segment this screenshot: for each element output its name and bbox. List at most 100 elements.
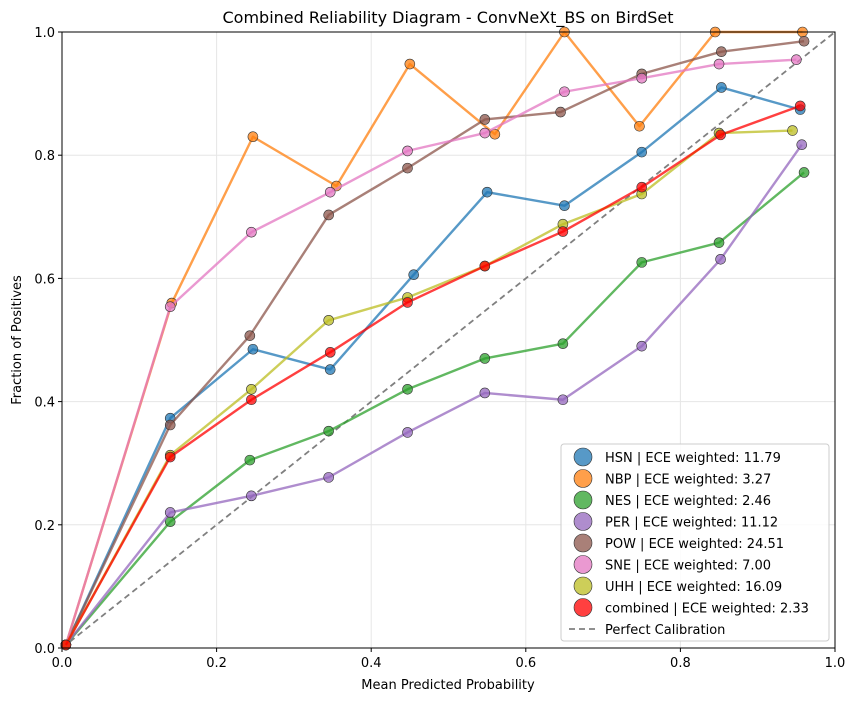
series-line-sne — [64, 58, 797, 646]
series-combined — [60, 100, 806, 651]
legend-marker — [573, 598, 593, 617]
x-tick-label: 0.6 — [515, 656, 536, 671]
data-point-combined — [402, 297, 413, 308]
legend-label: NBP | ECE weighted: 3.27 — [605, 473, 771, 488]
data-point-combined — [794, 100, 806, 112]
data-point-nes — [323, 425, 334, 437]
legend-marker — [573, 512, 593, 531]
data-point-pow — [244, 330, 256, 341]
data-point-per — [715, 254, 726, 265]
data-point-hsn — [247, 343, 259, 355]
data-point-pow — [798, 35, 810, 47]
chart-title: Combined Reliability Diagram - ConvNeXt_… — [223, 8, 674, 28]
legend-label: SNE | ECE weighted: 7.00 — [605, 559, 771, 574]
data-point-hsn — [716, 82, 727, 93]
data-point-pow — [164, 419, 176, 431]
data-point-per — [402, 427, 413, 438]
plot-area-frame — [61, 31, 836, 649]
legend-label: POW | ECE weighted: 24.51 — [605, 537, 784, 552]
data-point-combined — [60, 639, 72, 651]
data-point-uhh — [787, 125, 798, 136]
y-tick-label: 0.8 — [34, 149, 55, 164]
legend-label: HSN | ECE weighted: 11.79 — [605, 451, 781, 466]
x-tick-label: 0.8 — [670, 656, 691, 671]
x-tick-label: 0.2 — [206, 656, 227, 671]
legend-label: PER | ECE weighted: 11.12 — [605, 516, 778, 531]
data-point-nes — [402, 383, 413, 395]
data-point-per — [246, 490, 257, 502]
data-point-nes — [479, 353, 491, 364]
data-point-combined — [324, 347, 336, 358]
legend-marker — [573, 555, 593, 574]
series-line-nes — [64, 171, 805, 646]
perfect-calibration-line — [61, 31, 836, 649]
legend-marker — [573, 490, 593, 510]
data-point-per — [636, 340, 648, 352]
data-point-nes — [713, 237, 725, 248]
data-point-sne — [713, 58, 725, 70]
data-point-uhh — [323, 314, 334, 326]
data-point-nes — [557, 338, 569, 349]
data-point-nes — [636, 257, 648, 268]
legend-box — [560, 443, 830, 642]
data-point-sne — [559, 86, 570, 98]
legend-label: Perfect Calibration — [605, 623, 725, 638]
data-point-hsn — [636, 146, 648, 158]
x-tick-label: 1.0 — [825, 656, 846, 671]
data-point-nbp — [247, 131, 259, 143]
data-point-per — [479, 387, 491, 399]
data-point-hsn — [481, 186, 493, 198]
legend-label: NES | ECE weighted: 2.46 — [605, 494, 771, 509]
data-point-pow — [479, 114, 491, 125]
legend-marker — [573, 533, 593, 553]
series-line-combined — [64, 104, 801, 646]
data-point-per — [323, 472, 334, 483]
data-point-sne — [164, 301, 176, 313]
y-tick-label: 0.2 — [34, 519, 55, 534]
series-nes — [60, 167, 810, 651]
data-point-per — [796, 139, 808, 151]
data-point-sne — [636, 72, 648, 84]
series-line-uhh — [64, 129, 793, 646]
data-point-per — [557, 394, 569, 406]
data-point-sne — [324, 186, 336, 198]
data-point-sne — [402, 145, 413, 157]
data-point-sne — [246, 226, 257, 238]
y-axis-label: Fraction of Positives — [10, 275, 25, 405]
data-point-pow — [323, 209, 334, 221]
data-point-nbp — [404, 58, 416, 70]
legend-marker — [573, 469, 593, 488]
series-line-per — [64, 144, 803, 646]
legend-label: combined | ECE weighted: 2.33 — [605, 602, 809, 617]
y-tick-label: 0.6 — [34, 272, 55, 287]
legend-marker — [573, 447, 593, 467]
data-point-hsn — [559, 200, 570, 212]
data-point-nes — [244, 454, 256, 466]
data-point-nes — [798, 167, 810, 178]
data-point-hsn — [408, 269, 420, 281]
data-point-nbp — [634, 120, 645, 132]
legend: HSN | ECE weighted: 11.79 NBP | ECE weigh… — [560, 443, 830, 642]
data-point-uhh — [246, 383, 257, 395]
x-axis-label: Mean Predicted Probability — [361, 678, 535, 693]
x-tick-label: 0.0 — [52, 656, 73, 671]
data-point-sne — [479, 127, 491, 139]
series-sne — [60, 54, 802, 651]
legend-marker — [573, 576, 593, 596]
data-point-hsn — [324, 364, 336, 375]
data-point-pow — [402, 162, 413, 174]
y-tick-label: 0.0 — [34, 642, 55, 657]
perfect-calibration-line — [61, 31, 836, 649]
data-point-combined — [479, 260, 491, 272]
data-point-sne — [791, 54, 802, 66]
legend-label: UHH | ECE weighted: 16.09 — [605, 580, 782, 595]
data-point-pow — [716, 46, 727, 58]
data-point-combined — [557, 226, 569, 237]
tick-labels: 0.0 0.2 0.4 0.6 0.8 1.0 0.0 0.2 0.4 0.6 0.8 1.0 — [34, 26, 845, 671]
series-line-nbp — [64, 30, 803, 646]
data-point-combined — [636, 181, 648, 193]
series-group — [60, 26, 810, 651]
x-tick-label: 0.4 — [361, 656, 382, 671]
data-point-combined — [164, 451, 176, 463]
